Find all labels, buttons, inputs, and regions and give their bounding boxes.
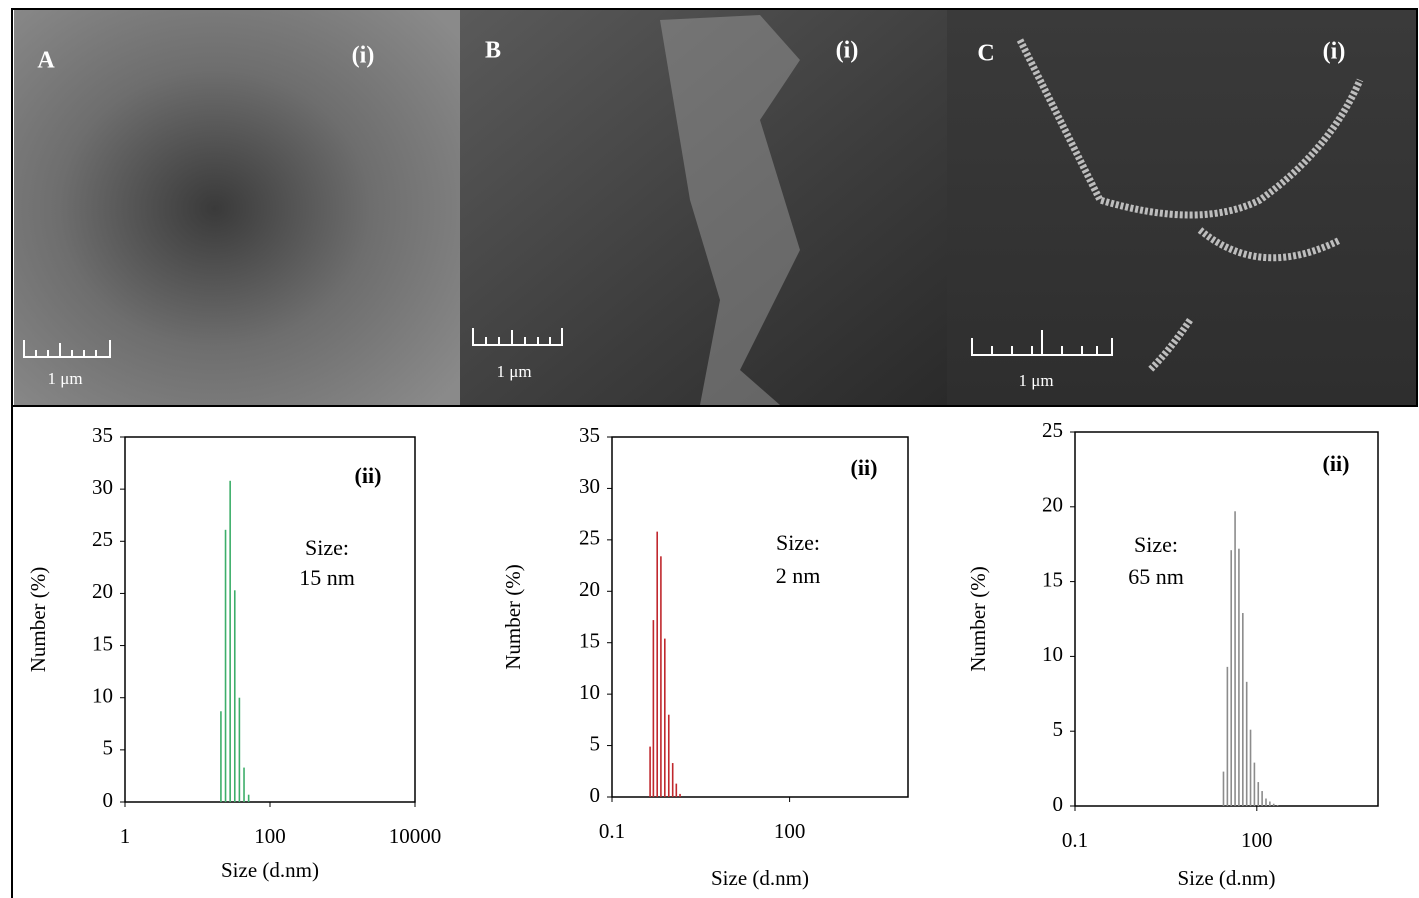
y-tick-label: 25: [92, 527, 113, 551]
bar: [1238, 548, 1240, 806]
bar: [652, 620, 655, 797]
bar: [649, 746, 651, 797]
y-tick-label: 15: [579, 629, 600, 653]
x-axis-label: Size (d.nm): [1178, 866, 1276, 890]
bar: [1272, 803, 1275, 806]
annotation: (ii): [1323, 451, 1350, 476]
bar: [238, 697, 241, 802]
panel-label: B: [485, 38, 501, 64]
plot-frame: [124, 436, 416, 803]
scale-bar: [472, 328, 563, 346]
scale-label: 1 μm: [1018, 371, 1053, 390]
panel-label: A: [37, 48, 55, 74]
x-axis-label: Size (d.nm): [711, 866, 809, 890]
x-tick-label: 100: [1241, 828, 1273, 852]
y-tick-label: 25: [1042, 418, 1063, 442]
annotation: (ii): [851, 455, 878, 480]
annotation: 65 nm: [1128, 564, 1184, 589]
y-tick-label: 15: [92, 631, 113, 655]
bar: [233, 590, 236, 802]
y-tick-label: 5: [103, 736, 114, 760]
y-tick-label: 15: [1042, 567, 1063, 591]
scale-label: 1 μm: [496, 362, 531, 381]
bar: [229, 480, 231, 802]
bar: [679, 793, 681, 797]
y-axis-label: Number (%): [26, 567, 50, 673]
x-axis-label: Size (d.nm): [221, 858, 319, 882]
y-axis-label: Number (%): [501, 564, 525, 670]
sem-feature: [660, 15, 800, 405]
y-tick-label: 0: [103, 788, 114, 812]
bar: [1242, 613, 1244, 806]
y-tick-label: 35: [92, 423, 113, 447]
annotation: (ii): [355, 463, 382, 488]
x-tick-label: 1: [120, 824, 131, 848]
y-tick-label: 20: [92, 579, 113, 603]
x-tick-label: 100: [254, 824, 286, 848]
bar: [1234, 511, 1236, 806]
y-tick-label: 30: [579, 474, 600, 498]
y-axis-label: Number (%): [966, 566, 990, 672]
annotation: 2 nm: [776, 563, 821, 588]
y-tick-label: 10: [1042, 642, 1063, 666]
bar: [1249, 729, 1252, 806]
sem-feature: [1016, 38, 1364, 373]
bar: [1253, 762, 1256, 806]
annotation: Size:: [1134, 532, 1178, 557]
plot-frame: [611, 436, 909, 798]
y-tick-label: 0: [590, 783, 601, 807]
y-tick-label: 5: [1053, 717, 1064, 741]
y-tick-label: 10: [92, 684, 113, 708]
panel-label: C: [977, 41, 994, 67]
bar: [671, 763, 674, 797]
y-tick-label: 20: [579, 577, 600, 601]
bar: [1261, 791, 1263, 806]
sem-image-a: [14, 10, 460, 407]
y-tick-label: 35: [579, 423, 600, 447]
scale-bar: [23, 340, 111, 358]
y-tick-label: 30: [92, 475, 113, 499]
panel-tag: (i): [836, 38, 859, 64]
y-tick-label: 25: [579, 526, 600, 550]
x-tick-label: 100: [774, 819, 806, 843]
bar: [243, 767, 245, 802]
bar: [1257, 782, 1260, 806]
panel-tag: (i): [1323, 39, 1346, 65]
bar: [1226, 666, 1229, 806]
sem-image-c: [947, 10, 1417, 405]
bar: [247, 794, 250, 802]
plot-frame: [1074, 431, 1379, 807]
bar: [1245, 681, 1248, 806]
bar: [1222, 771, 1225, 806]
bar: [224, 529, 227, 802]
bar: [660, 556, 662, 797]
bar: [1276, 805, 1279, 806]
annotation: Size:: [305, 535, 349, 560]
bar: [667, 714, 670, 797]
x-tick-label: 10000: [389, 824, 442, 848]
bar: [1269, 801, 1271, 806]
y-tick-label: 20: [1042, 493, 1063, 517]
x-tick-label: 0.1: [599, 819, 625, 843]
scale-label: 1 μm: [47, 369, 82, 388]
panel-tag: (i): [352, 43, 375, 69]
bar: [1230, 550, 1232, 806]
annotation: Size:: [776, 530, 820, 555]
bar: [1265, 798, 1267, 806]
y-tick-label: 0: [1053, 792, 1064, 816]
bar: [656, 531, 658, 797]
bar: [664, 638, 666, 797]
annotation: 15 nm: [299, 565, 355, 590]
y-tick-label: 10: [579, 680, 600, 704]
bar: [220, 711, 222, 802]
y-tick-label: 5: [590, 731, 601, 755]
x-tick-label: 0.1: [1062, 828, 1088, 852]
scale-bar: [971, 330, 1113, 356]
bar: [675, 783, 678, 797]
